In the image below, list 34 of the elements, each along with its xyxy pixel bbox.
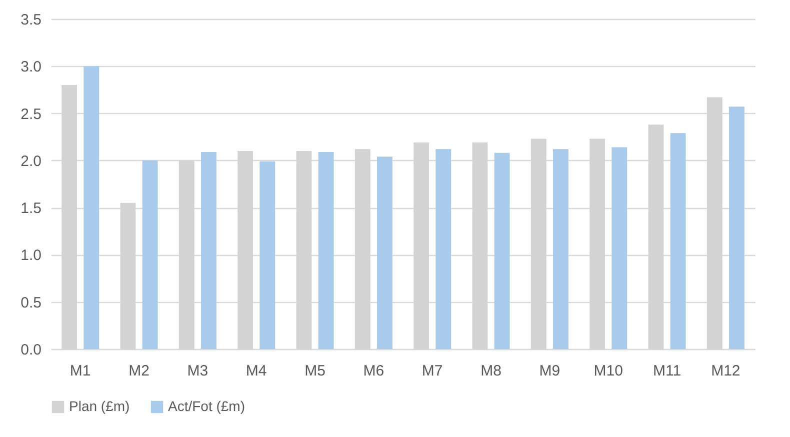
bar: [728, 106, 744, 349]
bar: [200, 152, 216, 349]
legend-label: Act/Fot (£m): [168, 398, 246, 414]
x-tick-label: M3: [187, 362, 208, 380]
y-tick-label: 3.5: [20, 12, 42, 28]
bar: [670, 133, 686, 349]
x-tick-label: M7: [422, 362, 443, 380]
y-tick-label: 1.0: [20, 247, 42, 264]
x-tick-label: M11: [652, 362, 682, 380]
x-tick-label: M9: [539, 362, 560, 380]
y-tick-label: 2.5: [20, 106, 42, 123]
x-tick-label: M1: [70, 362, 91, 380]
x-tick-label: M8: [480, 362, 502, 380]
bar: [436, 149, 452, 349]
x-tick-label: M12: [711, 362, 740, 380]
y-tick-label: 1.5: [20, 200, 42, 218]
bar: [260, 161, 276, 349]
bar: [552, 149, 568, 349]
bar: [84, 66, 100, 349]
legend-label: Plan (£m): [69, 398, 130, 414]
bar: [612, 147, 628, 349]
y-tick-label: 0.5: [20, 294, 42, 312]
bar: [376, 156, 392, 349]
x-tick-label: M4: [246, 362, 267, 380]
x-tick-label: M5: [304, 362, 326, 380]
x-tick-label: M2: [128, 362, 150, 380]
y-tick-label: 3.0: [20, 58, 42, 76]
x-tick-label: M10: [594, 362, 623, 380]
y-tick-label: 2.0: [20, 152, 42, 170]
bar: [142, 160, 158, 349]
y-tick-label: 0.0: [20, 342, 42, 358]
bar: [318, 152, 334, 349]
x-tick-label: M6: [363, 362, 384, 380]
bar: [494, 152, 510, 349]
